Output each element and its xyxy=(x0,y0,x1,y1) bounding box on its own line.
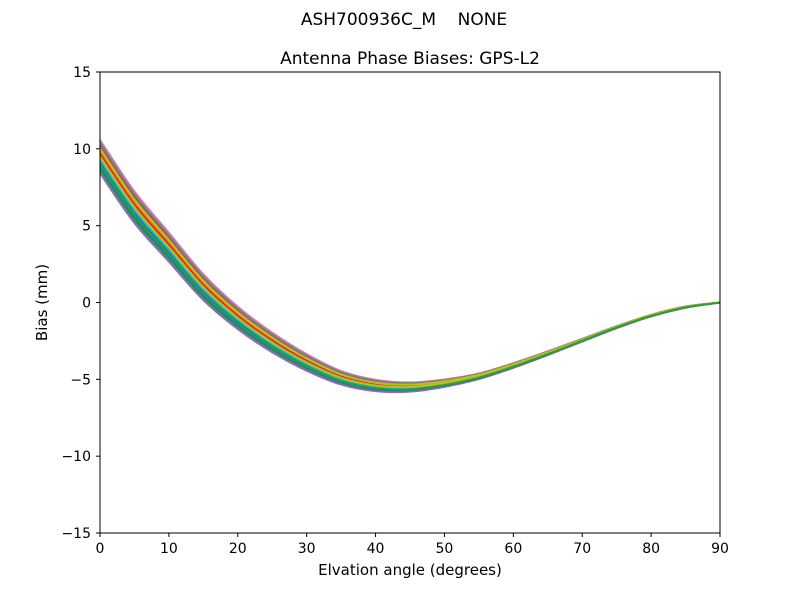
x-tick-label: 20 xyxy=(229,541,247,557)
y-axis-label: Bias (mm) xyxy=(33,264,51,341)
y-tick-label: −10 xyxy=(61,449,91,465)
x-tick-label: 60 xyxy=(504,541,522,557)
chart-title: ASH700936C_M NONE xyxy=(301,10,507,30)
plot-axes: 0 10 20 30 40 50 60 70 80 90 −15 −10 −5 0 5 10 15 xyxy=(61,65,728,557)
x-tick-label: 50 xyxy=(436,541,454,557)
x-tick-label: 40 xyxy=(367,541,385,557)
plot-series xyxy=(100,139,720,394)
y-tick-label: −5 xyxy=(70,372,91,388)
y-tick-label: 0 xyxy=(82,296,91,312)
chart-subtitle: Antenna Phase Biases: GPS-L2 xyxy=(280,49,540,69)
y-tick-label: 15 xyxy=(73,65,91,81)
x-tick-label: 70 xyxy=(573,541,591,557)
x-axis-label: Elvation angle (degrees) xyxy=(318,561,502,579)
x-tick-label: 0 xyxy=(96,541,105,557)
y-tick-label: −15 xyxy=(61,526,91,542)
x-tick-label: 90 xyxy=(711,541,729,557)
y-tick-label: 10 xyxy=(73,142,91,158)
x-tick-label: 80 xyxy=(642,541,660,557)
x-tick-label: 10 xyxy=(160,541,178,557)
axes-spines xyxy=(99,71,721,534)
y-tick-label: 5 xyxy=(82,219,91,235)
x-tick-label: 30 xyxy=(298,541,316,557)
series-line-curve-07 xyxy=(100,139,720,384)
series-line-curve-13 xyxy=(100,164,720,391)
